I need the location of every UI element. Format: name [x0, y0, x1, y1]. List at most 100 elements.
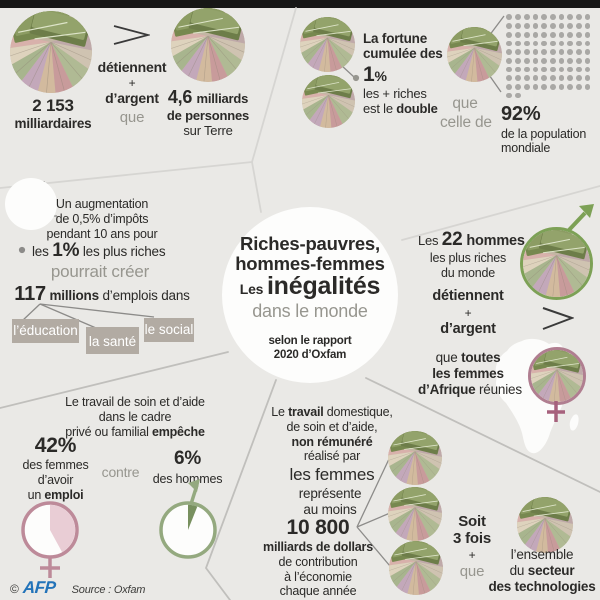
population-dot	[567, 75, 574, 82]
population-dot	[558, 23, 565, 29]
population-dot	[515, 23, 521, 29]
men22-than-text: que toutes les femmes d’Afrique réunies	[418, 350, 522, 398]
population-dot-grid	[505, 13, 592, 100]
jobs-rest: d’emplois dans	[98, 288, 190, 303]
population-dot	[549, 57, 556, 64]
money-photo-icon	[10, 11, 92, 93]
sector-box-sante: la santé	[86, 327, 139, 354]
care-line3-pre: privé ou familial	[65, 424, 152, 439]
could-create-text: pourrait créer	[50, 262, 150, 281]
population-dot	[506, 49, 513, 55]
population-dot	[575, 40, 582, 47]
represents-text: représente au moins	[275, 486, 385, 518]
tax-text: Un augmentation de 0,5% d’impôts pendant…	[42, 197, 162, 241]
could-create: pourrait créer	[40, 262, 160, 282]
men22-plus: +	[464, 306, 472, 320]
population-dot	[567, 14, 574, 21]
than-line2: celle de	[440, 114, 492, 132]
population-dot	[584, 23, 591, 29]
copyright-symbol: ©	[10, 582, 19, 596]
domestic-line1-post: domestique,	[323, 405, 393, 419]
population-dot	[506, 57, 513, 64]
population-dot	[523, 49, 530, 55]
one-pct-value: 1	[363, 63, 375, 86]
population-dot	[506, 40, 513, 47]
women-line3-pre: un	[27, 487, 45, 502]
population-dot	[549, 31, 556, 38]
people-line2: de personnes	[166, 108, 250, 123]
population-dot	[584, 66, 591, 73]
money-photo-icon	[389, 541, 443, 595]
factor-line2: 3 fois	[453, 530, 491, 547]
afp-logo: AFP	[22, 578, 57, 597]
factor-text: Soit 3 fois + que	[446, 513, 498, 580]
population-dot	[515, 31, 521, 38]
population-dot	[567, 66, 574, 73]
men22-than-bold2: les femmes	[432, 365, 504, 381]
men22-value: 22	[441, 229, 463, 250]
population-dot	[532, 83, 539, 90]
money-photo-male-icon	[520, 227, 593, 300]
population-dot	[549, 49, 556, 55]
one-pct-sign: %	[374, 68, 387, 84]
amount-line4: chaque année	[279, 584, 357, 599]
tech-line2-bold: secteur	[527, 562, 575, 578]
people-value: 4,6	[167, 87, 193, 107]
population-dot	[567, 40, 574, 47]
women-stat: 42% des femmes d’avoir un emploi	[8, 434, 103, 502]
population-dot	[541, 31, 547, 38]
population-dot	[532, 49, 539, 55]
population-dot	[523, 40, 530, 47]
population-dot	[549, 66, 556, 73]
sector-box-education: l’éducation	[12, 319, 79, 343]
population-dot	[506, 14, 513, 21]
population-dot	[549, 23, 556, 29]
population-dot	[541, 40, 547, 47]
fortune-intro-line1: La fortune	[363, 31, 427, 46]
title-line1: Riches-pauvres,	[240, 233, 380, 254]
men22-than-pre: que	[435, 350, 462, 365]
report-line2: 2020 d’Oxfam	[273, 349, 347, 362]
fortune-intro-line2: cumulée des	[363, 46, 443, 61]
tax-line2: de 0,5% d’impôts	[55, 211, 149, 226]
population-dot	[506, 23, 513, 29]
versus-text: contre	[101, 464, 140, 480]
population-dot	[575, 31, 582, 38]
population-dot	[575, 75, 582, 82]
fortune-intro: La fortune cumulée des	[363, 31, 443, 61]
jobs-value: 117	[14, 283, 46, 305]
male-arrow-icon	[567, 204, 594, 232]
population-dot	[575, 23, 582, 29]
title-line2: hommes-femmes	[235, 252, 385, 274]
men22-pre: Les	[418, 233, 442, 248]
population-dot	[549, 83, 556, 90]
own-line2: d’argent	[105, 90, 159, 106]
people-line3: sur Terre	[183, 123, 233, 138]
population-dot	[515, 92, 521, 99]
population-dot	[541, 49, 547, 55]
own-line1: détiennent	[97, 59, 167, 75]
population-dot	[523, 83, 530, 90]
population-dot	[541, 66, 547, 73]
population-dot	[523, 57, 530, 64]
population-dot	[575, 49, 582, 55]
women-line2: d’avoir	[37, 472, 74, 487]
population-dot	[558, 83, 565, 90]
population-dot	[575, 66, 582, 73]
billionaires-count-label: milliardaires	[14, 116, 92, 131]
population-dot	[575, 83, 582, 90]
pop-line2: mondiale	[501, 141, 551, 155]
population-dot	[567, 49, 574, 55]
footer-credit: © AFP Source : Oxfam	[10, 578, 145, 598]
population-dot	[541, 14, 547, 21]
double-pre: est	[363, 101, 384, 116]
female-pie-icon	[21, 501, 79, 578]
target-pre: les	[32, 244, 53, 259]
women-line1: des femmes	[22, 458, 89, 472]
population-dot	[584, 83, 591, 90]
population-dot	[541, 75, 547, 82]
domestic-line4: réalisé par	[303, 449, 361, 464]
population-dot	[541, 57, 547, 64]
sector-education-label: l’éducation	[13, 323, 78, 338]
